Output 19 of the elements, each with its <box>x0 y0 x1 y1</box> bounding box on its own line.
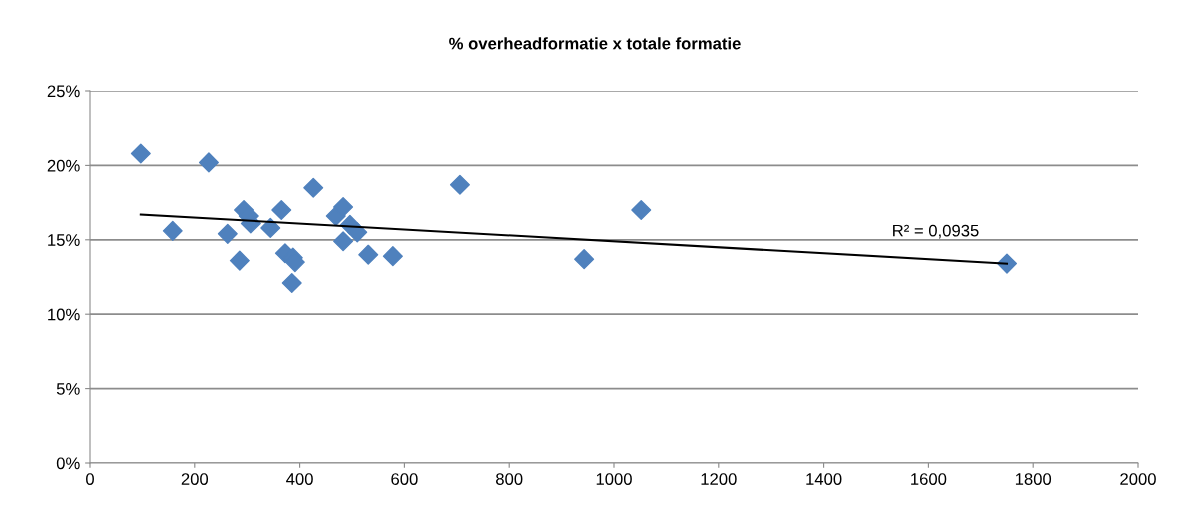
y-tick-label: 25% <box>47 85 80 98</box>
x-tick-label: 1800 <box>1015 473 1052 485</box>
x-tick-label: 0 <box>86 473 94 485</box>
y-tick-label: 10% <box>48 308 80 321</box>
y-tick-label: 15% <box>48 234 80 246</box>
x-tick-label: 400 <box>286 473 313 485</box>
chart-title: % overheadformatie x totale formatie <box>449 37 741 50</box>
x-tick-label: 800 <box>496 473 523 485</box>
y-tick-label: 5% <box>56 383 80 395</box>
x-tick-label: 1200 <box>701 473 737 485</box>
y-tick-label: 0% <box>56 457 80 470</box>
x-tick-label: 1000 <box>596 473 632 485</box>
y-tick-label: 20% <box>47 159 80 172</box>
x-tick-label: 600 <box>391 473 418 485</box>
x-tick-label: 1400 <box>806 473 842 485</box>
x-tick-label: 1600 <box>911 473 947 485</box>
annotation: R² = 0,0935 <box>893 224 979 239</box>
x-tick-label: 2000 <box>1120 473 1156 485</box>
x-tick-label: 200 <box>181 473 209 485</box>
